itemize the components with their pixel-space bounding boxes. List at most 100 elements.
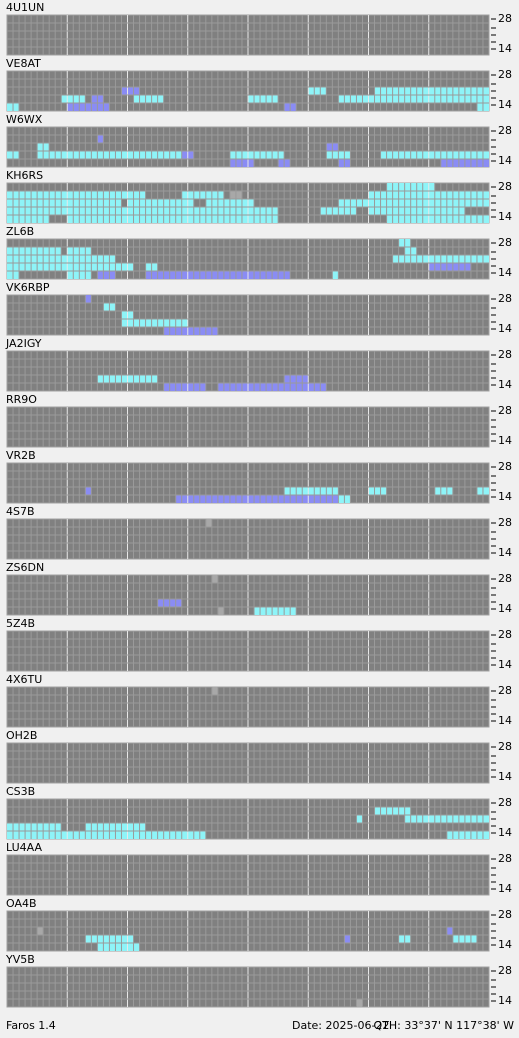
qth: QTH: 33°37' N 117°38' W <box>374 1019 515 1032</box>
version: Faros 1.4 <box>6 1019 56 1032</box>
spot <box>428 263 471 271</box>
station-name: VE8AT <box>6 57 41 70</box>
spot <box>368 487 387 495</box>
spot <box>7 191 86 199</box>
band-label: 28 <box>498 572 512 585</box>
spot <box>248 95 279 103</box>
spot <box>163 383 206 391</box>
spot <box>67 215 279 223</box>
band-label: 28 <box>498 516 512 529</box>
spot <box>446 831 489 839</box>
band-label: 28 <box>498 460 512 473</box>
spot <box>284 487 339 495</box>
spot <box>332 271 339 279</box>
band-label: 14 <box>498 322 512 335</box>
band-label: 28 <box>498 908 512 921</box>
spot <box>103 831 206 839</box>
spot <box>7 215 50 223</box>
spot <box>356 999 363 1007</box>
station-name: YV5B <box>5 953 35 966</box>
spot <box>217 607 224 615</box>
station-name: LU4AA <box>6 841 42 854</box>
band-label: 28 <box>498 404 512 417</box>
station-name: OA4B <box>6 897 37 910</box>
band-label: 28 <box>498 348 512 361</box>
spot <box>374 87 489 95</box>
spot <box>97 271 116 279</box>
band-label: 28 <box>498 292 512 305</box>
station-name: ZL6B <box>6 225 34 238</box>
band-label: 14 <box>498 434 512 447</box>
band-label: 14 <box>498 210 512 223</box>
spot <box>446 927 453 935</box>
band-label: 14 <box>498 154 512 167</box>
spot <box>7 823 62 831</box>
spot <box>175 495 339 503</box>
band-label: 28 <box>498 236 512 249</box>
station-name: W6WX <box>6 113 43 126</box>
spot <box>338 95 489 103</box>
band-label: 14 <box>498 770 512 783</box>
spot <box>308 87 327 95</box>
band-label: 14 <box>498 938 512 951</box>
date: Date: 2025-06-22 <box>292 1019 389 1032</box>
spot <box>121 319 188 327</box>
band-label: 28 <box>498 796 512 809</box>
station-name: VK6RBP <box>6 281 50 294</box>
band-label: 28 <box>498 628 512 641</box>
band-label: 14 <box>498 266 512 279</box>
station-name: 5Z4B <box>6 617 35 630</box>
band-label: 28 <box>498 124 512 137</box>
spot <box>344 935 351 943</box>
band-label: 14 <box>498 490 512 503</box>
spot <box>434 487 453 495</box>
band-label: 14 <box>498 826 512 839</box>
spot <box>7 247 62 255</box>
station-name: VR2B <box>6 449 36 462</box>
spot <box>121 87 140 95</box>
band-label: 28 <box>498 68 512 81</box>
spot <box>356 815 363 823</box>
station-name: KH6RS <box>6 169 43 182</box>
spot <box>85 295 92 303</box>
spot <box>85 487 92 495</box>
band-label: 14 <box>498 994 512 1007</box>
spot <box>211 575 218 583</box>
spot <box>127 199 194 207</box>
station-name: RR9O <box>6 393 37 406</box>
spot <box>97 135 104 143</box>
band-label: 14 <box>498 42 512 55</box>
spot <box>163 327 218 335</box>
band-label: 28 <box>498 684 512 697</box>
spot <box>7 263 134 271</box>
station-name: CS3B <box>6 785 35 798</box>
band-label: 14 <box>498 546 512 559</box>
band-label: 14 <box>498 378 512 391</box>
spot <box>386 215 489 223</box>
band-label: 28 <box>498 740 512 753</box>
spot <box>211 687 218 695</box>
spot <box>133 95 164 103</box>
spot <box>254 607 297 615</box>
spot <box>205 519 212 527</box>
spot <box>7 199 122 207</box>
band-label: 28 <box>498 180 512 193</box>
spot <box>229 151 285 159</box>
band-label: 28 <box>498 852 512 865</box>
station-name: 4X6TU <box>6 673 42 686</box>
station-name: OH2B <box>6 729 37 742</box>
station-name: 4U1UN <box>6 1 44 14</box>
band-label: 28 <box>498 964 512 977</box>
spot <box>97 943 140 951</box>
station-name: JA2IGY <box>5 337 42 350</box>
spot <box>37 927 44 935</box>
band-label: 14 <box>498 714 512 727</box>
band-label: 28 <box>498 12 512 25</box>
band-label: 14 <box>498 98 512 111</box>
spot <box>338 199 489 207</box>
spot <box>181 191 224 199</box>
station-name: ZS6DN <box>6 561 44 574</box>
spot <box>67 103 110 111</box>
band-label: 14 <box>498 602 512 615</box>
